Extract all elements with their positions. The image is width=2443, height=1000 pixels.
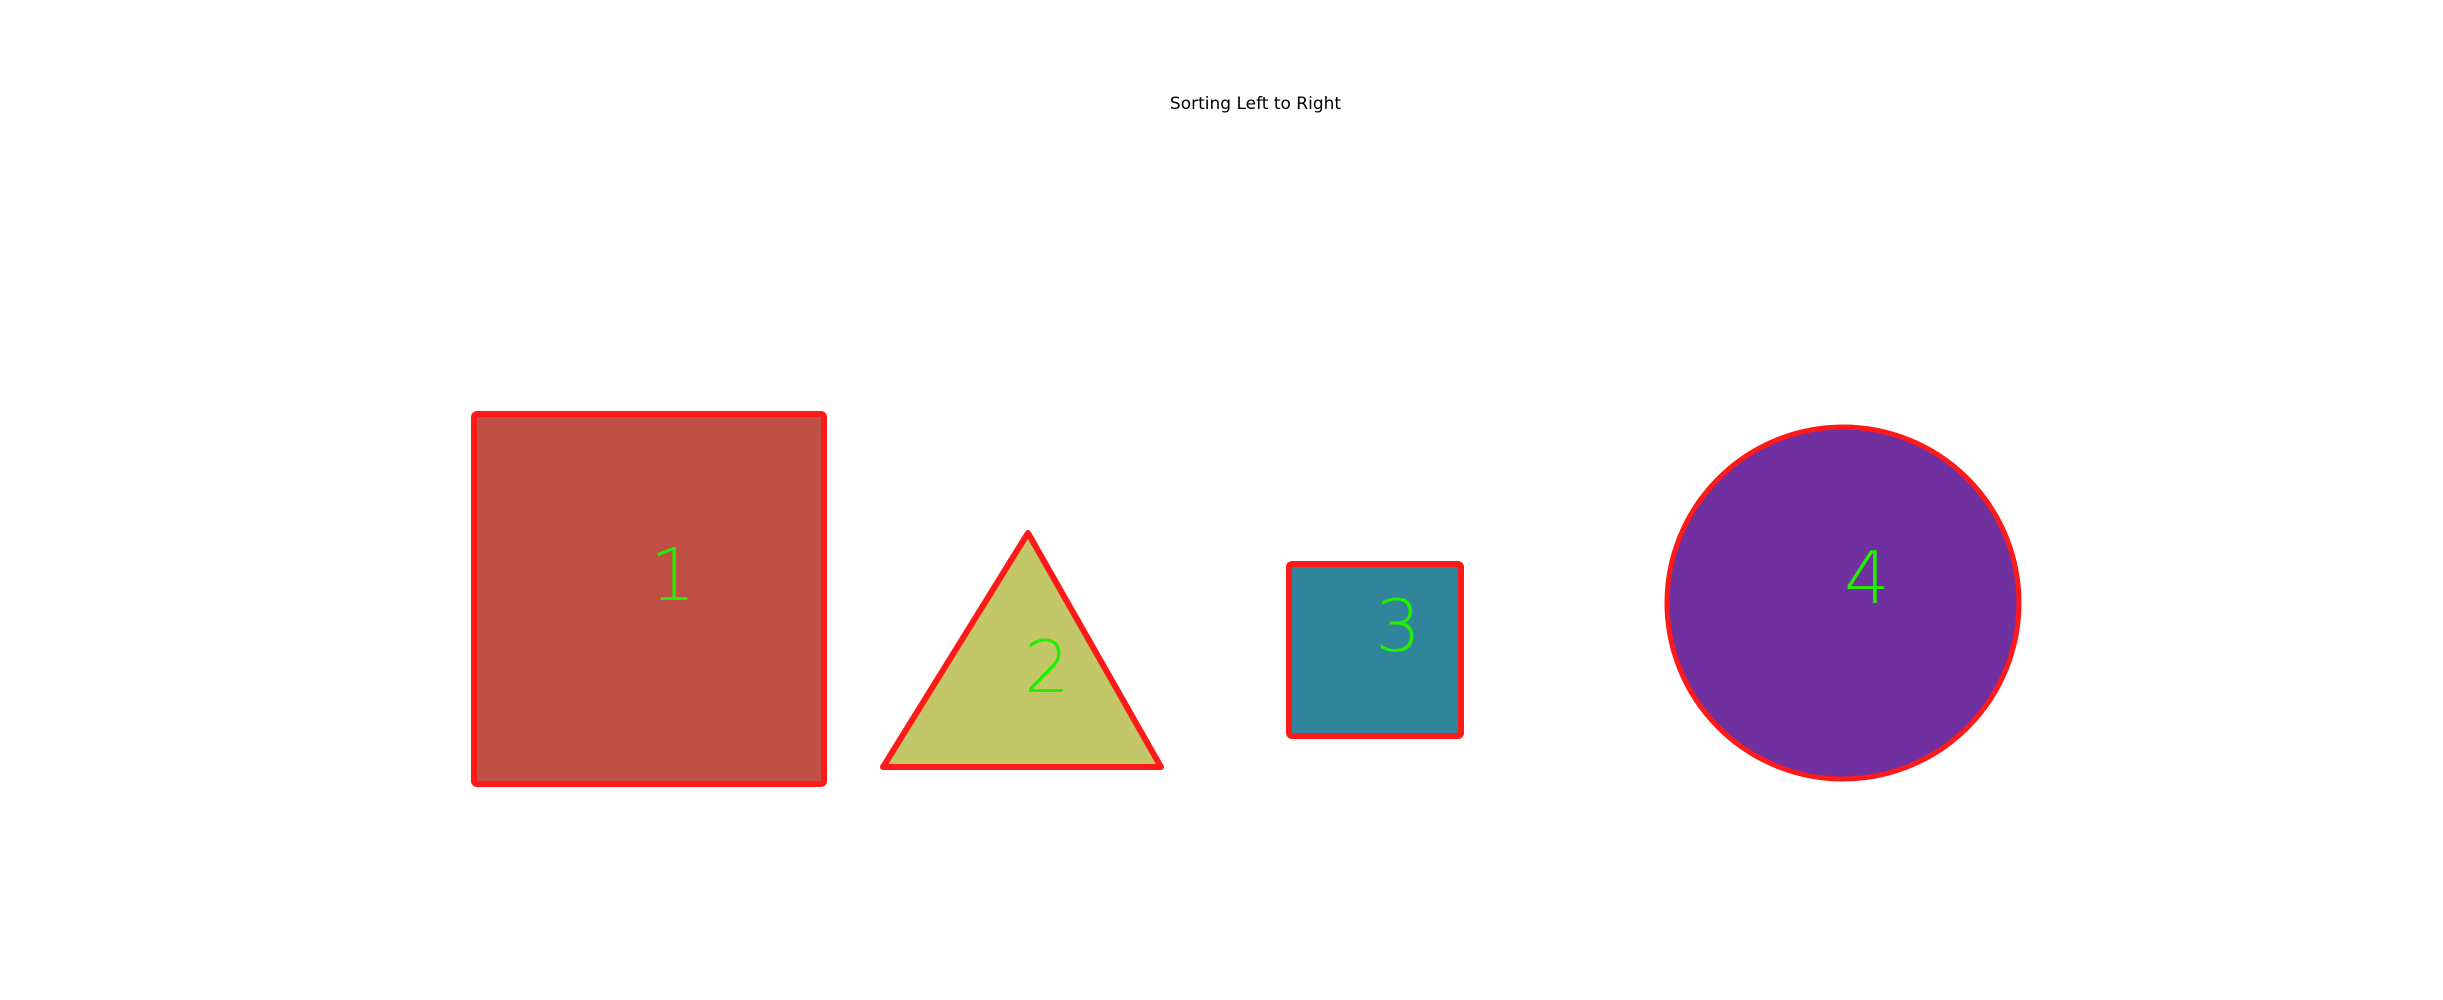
shape-3-body xyxy=(1286,561,1464,739)
shape-1-body xyxy=(471,411,827,787)
shape-1-rectangle: 1 xyxy=(471,411,827,787)
shape-2-triangle: 2 xyxy=(880,530,1164,770)
shape-3-label: 3 xyxy=(1375,584,1421,668)
shape-2-body xyxy=(880,530,1164,770)
shape-4-circle: 4 xyxy=(1664,424,2022,782)
shape-1-label: 1 xyxy=(650,533,696,617)
shape-3-square: 3 xyxy=(1286,561,1464,739)
shape-2-label: 2 xyxy=(1024,625,1070,709)
shape-4-body xyxy=(1664,424,2022,782)
figure-title: Sorting Left to Right xyxy=(1169,94,1342,114)
shape-4-label: 4 xyxy=(1844,536,1890,620)
